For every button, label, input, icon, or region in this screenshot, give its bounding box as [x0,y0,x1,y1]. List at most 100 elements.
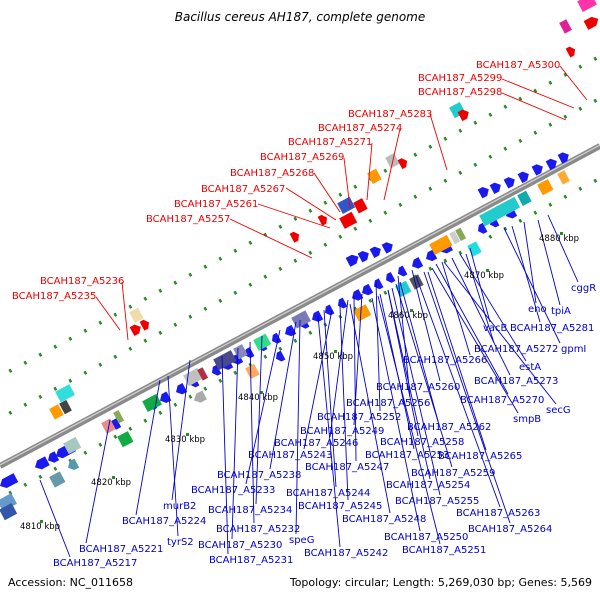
leader-line [411,269,441,382]
tick-mark [38,394,43,399]
tick-mark [308,330,313,335]
leader-line [371,297,421,532]
leader-line [135,379,161,516]
tick-mark [593,178,598,183]
kbp-tick-label: 4860 kbp [388,311,428,321]
tick-mark [263,274,268,279]
gene-label-bottom: vacB [483,323,508,334]
tick-mark [53,466,58,471]
leader-line [249,341,255,524]
gene-label-top: BCAH187_A5300 [476,60,560,71]
kbp-tick-label: 4880 kbp [539,234,579,244]
gene-arrow [0,473,19,489]
leader-line [395,283,453,468]
gene-block [142,393,162,412]
tick-mark [323,200,328,205]
tick-mark [383,168,388,173]
gene-arrow [312,310,324,322]
gene-block [429,234,453,255]
tick-mark [593,98,598,103]
tick-mark [248,240,253,245]
gene-label-bottom: BCAH187_A5224 [122,516,206,527]
gene-labels: 4810 kbp 4820 kbp 4830 kbp 4840 kbp 4850… [12,60,596,569]
leader-line [459,253,527,362]
gene-label-bottom: BCAH187_A5270 [460,395,544,406]
gene-label-top: BCAH187_A5271 [288,137,372,148]
kbp-tick-label: 4810 kbp [20,522,60,532]
tick-mark [128,346,133,351]
gene-label-top: BCAH187_A5268 [230,168,314,179]
tick-mark [113,354,118,359]
tick-mark [308,250,313,255]
tick-mark [428,144,433,149]
tick-mark [398,202,403,207]
tick-mark [203,386,208,391]
gene-label-bottom: BCAH187_A5245 [298,501,382,512]
leader-line [427,271,487,451]
tick-mark [293,258,298,263]
gene-label-bottom: BCAH187_A5266 [403,355,487,366]
gene-block [353,304,372,322]
tick-mark [233,370,238,375]
tick-mark [38,352,43,357]
gene-arrow [289,231,300,243]
gene-block [113,410,125,424]
gene-label-bottom: gpmI [561,344,586,355]
tick-mark [518,138,523,143]
gene-label-bottom: BCAH187_A5247 [305,462,389,473]
tick-mark [113,434,118,439]
leader-line [339,305,349,501]
tick-mark [383,210,388,215]
gene-block [197,367,209,381]
tick-mark [593,56,598,61]
kbp-tick-label: 4840 kbp [238,393,278,403]
tick-mark [368,298,373,303]
gene-label-top: BCAH187_A5261 [174,199,258,210]
gene-label-bottom: BCAH187_A5259 [411,468,495,479]
gene-label-bottom: BCAH187_A5272 [474,344,558,355]
tick-mark [173,322,178,327]
tick-mark [458,170,463,175]
kbp-tick-mark [260,391,263,394]
gene-arrow [457,109,469,122]
tick-mark [488,112,493,117]
gene-arrow [338,297,348,309]
leader-line [443,261,557,405]
leader-line [537,219,561,306]
tick-mark [488,234,493,239]
gene-label-bottom: BCAH187_A5250 [384,532,468,543]
accession-text: Accession: NC_011658 [8,576,134,589]
gene-block [339,211,358,229]
gene-block [559,19,572,34]
leader-line [431,267,519,414]
gene-block [337,196,356,214]
leader-line [317,315,341,548]
gene-label-bottom: BCAH187_A5217 [53,558,137,569]
gene-block [0,503,18,521]
tick-mark [53,344,58,349]
tick-mark [503,104,508,109]
gene-arrow [176,383,188,395]
tick-mark [233,248,238,253]
leader-line [85,419,111,544]
leader-line [343,157,351,209]
gene-arrow [412,257,424,269]
gene-block [117,431,134,448]
leader-line [39,479,71,558]
tick-mark [578,186,583,191]
tick-mark [188,394,193,399]
gene-arrow [160,391,172,403]
tick-mark [158,410,163,415]
leader-line [451,257,511,376]
gene-label-bottom: BCAH187_A5248 [342,514,426,525]
kbp-tick-mark [486,269,489,272]
gene-label-bottom: BCAH187_A5233 [191,485,275,496]
tick-mark [548,202,553,207]
leader-line [353,295,357,462]
tick-dots [8,56,598,523]
kbp-tick-mark [410,309,413,312]
gene-arrow [565,46,576,58]
gene-label-bottom: BCAH187_A5256 [346,398,430,409]
leader-line [429,113,448,171]
